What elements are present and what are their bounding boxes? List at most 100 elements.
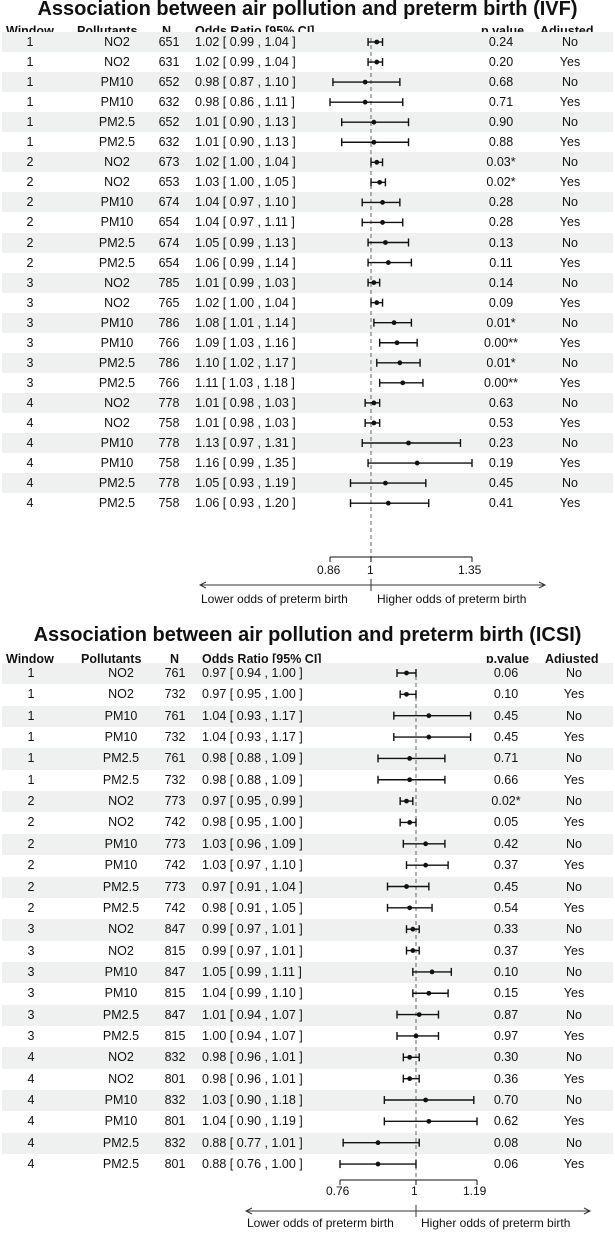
ivf-odds-ratio-cell: 1.02 [ 1.00 , 1.04 ] <box>195 295 296 310</box>
ivf-odds-ratio-cell: 0.98 [ 0.86 , 1.11 ] <box>195 95 295 110</box>
icsi-pollutant-cell: PM2.5 <box>102 772 140 787</box>
icsi-table-row: 3 PM2.5 815 1.00 [ 0.94 , 1.07 ] 0.97 Yes <box>2 1026 613 1047</box>
icsi-p-value-cell: 0.10 <box>493 964 519 979</box>
icsi-window-cell: 4 <box>27 1093 35 1107</box>
icsi-ci-mark <box>383 1117 478 1126</box>
icsi-adjusted-cell: No <box>566 879 582 894</box>
icsi-point-estimate <box>375 1140 381 1146</box>
icsi-odds-ratio-cell: 0.88 [ 0.76 , 1.00 ] <box>202 1157 303 1172</box>
icsi-ci-mark <box>402 839 446 848</box>
ivf-point-estimate <box>374 59 380 65</box>
ivf-pollutant-cell: PM2.5 <box>98 255 136 270</box>
icsi-n-cell: 847 <box>164 1007 186 1022</box>
ivf-adjusted-cell: Yes <box>559 496 581 511</box>
ivf-point-estimate <box>400 380 406 386</box>
icsi-tick-label-min: 0.76 <box>326 1184 350 1198</box>
icsi-point-estimate <box>404 691 409 697</box>
icsi-window-cell: 3 <box>27 1007 35 1022</box>
icsi-window-cell: 4 <box>27 1114 35 1129</box>
icsi-n-cell: 832 <box>164 1093 186 1107</box>
icsi-adjusted-cell: Yes <box>563 1114 585 1129</box>
icsi-n-cell: 815 <box>164 1028 186 1043</box>
icsi-table-row: 1 PM10 761 1.04 [ 0.93 , 1.17 ] 0.45 No <box>2 705 613 728</box>
icsi-point-estimate <box>416 1012 422 1017</box>
icsi-odds-ratio-cell: 1.00 [ 0.94 , 1.07 ] <box>202 1028 303 1043</box>
ivf-table-row: 1 PM10 652 0.98 [ 0.87 , 1.10 ] 0.68 No <box>2 72 613 93</box>
icsi-window-cell: 4 <box>27 1071 35 1086</box>
ivf-p-value-cell: 0.88 <box>488 135 514 150</box>
icsi-p-value-cell: 0.33 <box>493 922 519 937</box>
icsi-pollutant-cell: NO2 <box>108 794 134 809</box>
icsi-n-cell: 732 <box>164 730 186 745</box>
icsi-adjusted-cell: No <box>566 1093 582 1107</box>
icsi-table-row: 4 PM10 832 1.03 [ 0.90 , 1.18 ] 0.70 No <box>2 1090 613 1112</box>
ivf-window-cell: 2 <box>26 215 34 230</box>
ivf-n-cell: 758 <box>158 496 180 511</box>
ivf-odds-ratio-cell: 1.05 [ 0.93 , 1.19 ] <box>195 476 296 491</box>
icsi-odds-ratio-cell: 0.99 [ 0.97 , 1.01 ] <box>202 943 303 958</box>
ivf-pollutant-cell: PM2.5 <box>98 115 136 130</box>
icsi-n-cell: 773 <box>164 836 186 851</box>
ivf-pollutant-cell: PM2.5 <box>98 135 136 150</box>
ivf-adjusted-cell: Yes <box>559 255 581 270</box>
ivf-adjusted-cell: No <box>562 75 578 90</box>
ivf-p-value-cell: 0.63 <box>488 395 514 410</box>
ivf-point-estimate <box>383 480 388 486</box>
icsi-ci-mark <box>396 1031 440 1040</box>
ivf-window-cell: 3 <box>26 375 34 390</box>
ivf-n-cell: 632 <box>158 95 180 110</box>
icsi-forest-plot <box>244 669 592 1217</box>
icsi-table-row: 1 NO2 761 0.97 [ 0.94 , 1.00 ] 0.06 No <box>2 663 613 685</box>
icsi-n-cell: 832 <box>164 1135 186 1150</box>
ivf-p-value-cell: 0.90 <box>488 115 514 130</box>
ivf-odds-ratio-cell: 1.01 [ 0.90 , 1.13 ] <box>195 115 296 130</box>
ivf-table-row: 1 NO2 651 1.02 [ 0.99 , 1.04 ] 0.24 No <box>2 32 613 53</box>
icsi-odds-ratio-cell: 0.97 [ 0.94 , 1.00 ] <box>202 666 303 680</box>
ivf-point-estimate <box>374 300 380 306</box>
ivf-ci-mark <box>370 158 384 167</box>
icsi-adjusted-cell: No <box>566 794 582 809</box>
ivf-ci-mark <box>378 338 418 347</box>
icsi-adjusted-cell: No <box>566 1050 582 1065</box>
ivf-n-cell: 651 <box>158 35 180 49</box>
ivf-ci-mark <box>378 378 424 387</box>
icsi-p-value-cell: 0.10 <box>493 687 519 702</box>
icsi-point-estimate <box>410 948 416 953</box>
ivf-table-row: 3 NO2 785 1.01 [ 0.99 , 1.03 ] 0.14 No <box>2 272 613 293</box>
ivf-ci-mark <box>367 459 473 468</box>
ivf-n-cell: 654 <box>158 215 180 230</box>
ivf-p-value-cell: 0.01* <box>486 355 516 370</box>
icsi-n-cell: 832 <box>164 1050 186 1065</box>
icsi-table-row: 2 NO2 773 0.97 [ 0.95 , 0.99 ] 0.02* No <box>2 791 613 813</box>
ivf-ci-mark <box>341 118 410 127</box>
icsi-pollutant-cell: NO2 <box>108 943 134 958</box>
ivf-point-estimate <box>371 280 377 285</box>
ivf-odds-ratio-cell: 1.01 [ 0.90 , 1.13 ] <box>195 135 296 150</box>
ivf-window-cell: 2 <box>26 255 34 270</box>
icsi-panel-title: Association between air pollution and pr… <box>33 624 582 646</box>
ivf-odds-ratio-cell: 1.01 [ 0.99 , 1.03 ] <box>195 275 296 290</box>
icsi-table-row: 2 PM2.5 773 0.97 [ 0.91 , 1.04 ] 0.45 No <box>2 876 613 898</box>
icsi-odds-ratio-cell: 0.97 [ 0.95 , 1.00 ] <box>202 687 303 702</box>
icsi-odds-ratio-cell: 1.04 [ 0.99 , 1.10 ] <box>202 986 303 1001</box>
ivf-window-cell: 4 <box>26 496 34 511</box>
ivf-point-estimate <box>371 139 377 145</box>
ivf-window-cell: 1 <box>26 55 34 70</box>
icsi-odds-ratio-cell: 0.97 [ 0.95 , 0.99 ] <box>202 794 303 809</box>
ivf-point-estimate <box>394 340 400 346</box>
icsi-adjusted-cell: No <box>566 751 582 766</box>
icsi-n-cell: 801 <box>164 1071 186 1086</box>
ivf-point-estimate <box>371 119 377 125</box>
ivf-pollutant-cell: PM2.5 <box>98 476 136 491</box>
ivf-p-value-cell: 0.14 <box>488 275 514 290</box>
ivf-table-row: 2 PM2.5 654 1.06 [ 0.99 , 1.14 ] 0.11 Yes <box>2 253 613 273</box>
ivf-odds-ratio-cell: 1.16 [ 0.99 , 1.35 ] <box>195 456 296 471</box>
icsi-window-cell: 1 <box>27 751 35 766</box>
ivf-point-estimate <box>374 159 380 165</box>
icsi-pollutant-cell: PM2.5 <box>102 879 140 894</box>
icsi-lower-odds-arrow <box>244 1207 416 1215</box>
icsi-window-cell: 1 <box>27 708 35 723</box>
icsi-pollutant-cell: NO2 <box>108 922 134 937</box>
icsi-ci-mark <box>405 946 420 955</box>
icsi-adjusted-cell: Yes <box>563 687 585 702</box>
